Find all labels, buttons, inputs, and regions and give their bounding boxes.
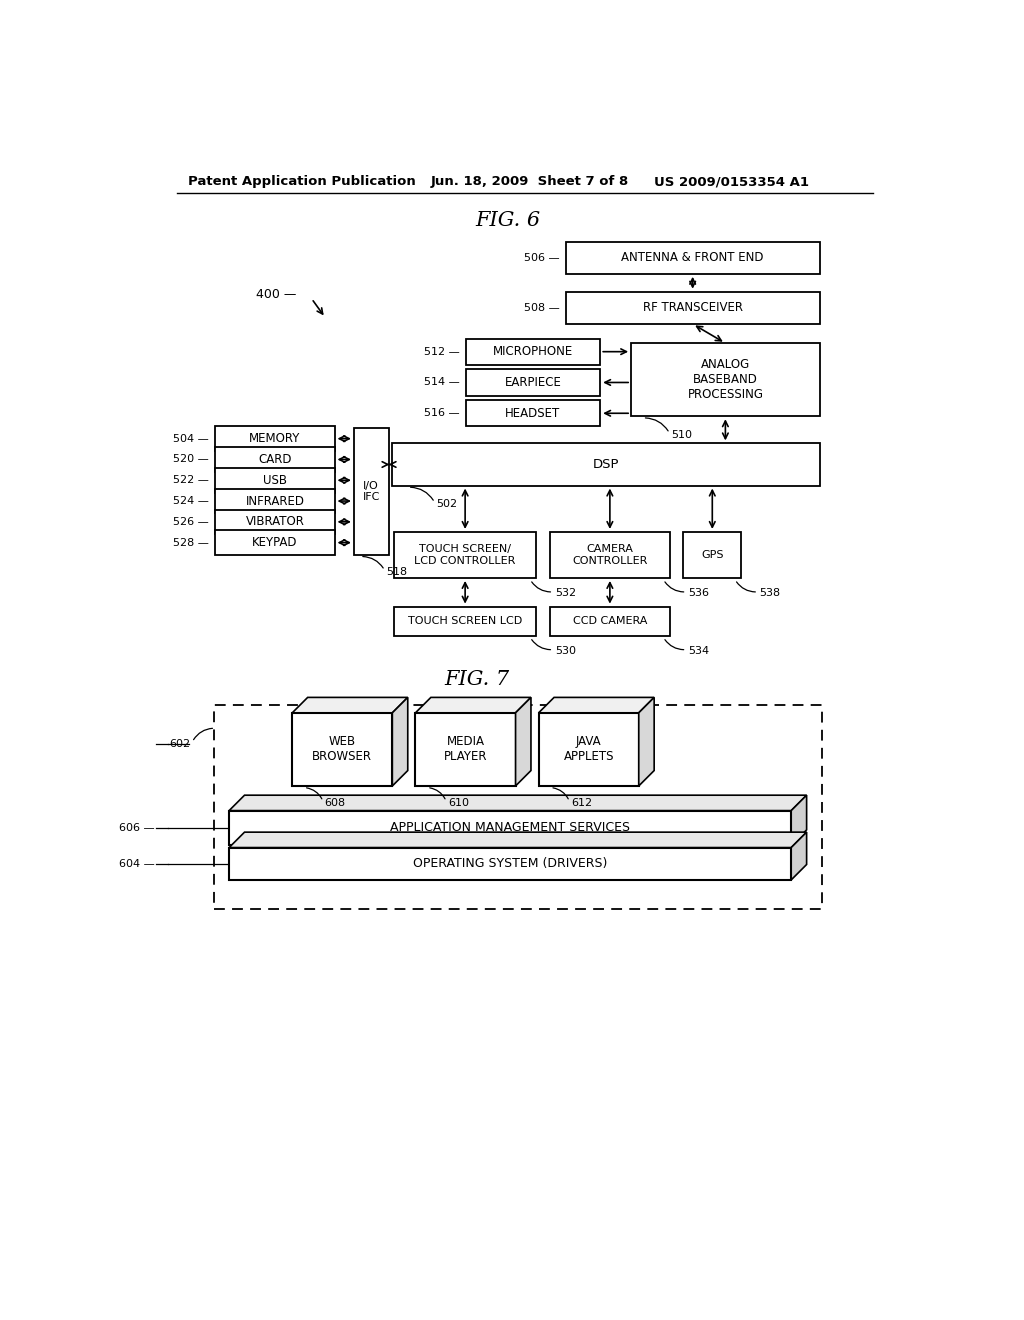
Polygon shape <box>792 832 807 880</box>
Bar <box>416 713 515 785</box>
Bar <box>214 705 822 909</box>
Bar <box>565 292 819 323</box>
Polygon shape <box>229 832 807 847</box>
Bar <box>354 428 388 554</box>
Text: CCD CAMERA: CCD CAMERA <box>572 616 647 626</box>
Text: 518: 518 <box>386 566 408 577</box>
Text: ANTENNA & FRONT END: ANTENNA & FRONT END <box>622 251 764 264</box>
Text: EARPIECE: EARPIECE <box>505 376 561 389</box>
Text: CARD: CARD <box>258 453 292 466</box>
Bar <box>565 242 819 275</box>
Text: Patent Application Publication: Patent Application Publication <box>188 176 416 187</box>
Text: 534: 534 <box>688 647 710 656</box>
Bar <box>631 343 819 416</box>
Bar <box>292 713 392 785</box>
Text: WEB
BROWSER: WEB BROWSER <box>312 735 373 763</box>
Text: DSP: DSP <box>593 458 620 471</box>
Text: US 2009/0153354 A1: US 2009/0153354 A1 <box>654 176 809 187</box>
Text: 524 —: 524 — <box>173 496 209 506</box>
Bar <box>394 607 537 636</box>
Bar <box>466 339 600 364</box>
Text: KEYPAD: KEYPAD <box>252 536 298 549</box>
Text: 400 —: 400 — <box>256 288 296 301</box>
Polygon shape <box>515 697 531 785</box>
Text: USB: USB <box>263 474 287 487</box>
Text: 504 —: 504 — <box>173 434 209 444</box>
Bar <box>215 469 335 492</box>
Text: 514 —: 514 — <box>424 378 460 388</box>
Text: RF TRANSCEIVER: RF TRANSCEIVER <box>643 301 742 314</box>
Text: 522 —: 522 — <box>173 475 209 486</box>
Text: 602: 602 <box>170 739 190 748</box>
Text: 528 —: 528 — <box>173 537 209 548</box>
Text: OPERATING SYSTEM (DRIVERS): OPERATING SYSTEM (DRIVERS) <box>413 857 607 870</box>
Bar <box>215 426 335 451</box>
Bar <box>683 532 741 578</box>
Text: TOUCH SCREEN LCD: TOUCH SCREEN LCD <box>408 616 522 626</box>
Bar <box>215 510 335 535</box>
Bar <box>215 488 335 513</box>
Text: 606 —: 606 — <box>119 822 155 833</box>
Text: 510: 510 <box>671 430 692 440</box>
Text: 506 —: 506 — <box>524 252 559 263</box>
Bar <box>215 447 335 471</box>
Text: MICROPHONE: MICROPHONE <box>493 345 573 358</box>
Text: I/O
IFC: I/O IFC <box>362 480 380 502</box>
Text: FIG. 7: FIG. 7 <box>444 671 510 689</box>
Polygon shape <box>392 697 408 785</box>
Text: INFRARED: INFRARED <box>246 495 304 508</box>
Text: JAVA
APPLETS: JAVA APPLETS <box>563 735 614 763</box>
Polygon shape <box>639 697 654 785</box>
Text: 538: 538 <box>760 589 780 598</box>
Text: 604 —: 604 — <box>119 859 155 869</box>
Bar <box>466 400 600 426</box>
Polygon shape <box>416 697 531 713</box>
Bar <box>229 810 792 845</box>
Text: MEMORY: MEMORY <box>249 432 301 445</box>
Polygon shape <box>792 795 807 845</box>
Text: VIBRATOR: VIBRATOR <box>246 515 304 528</box>
Bar <box>466 370 600 396</box>
Text: 512 —: 512 — <box>424 347 460 356</box>
Text: 532: 532 <box>555 589 575 598</box>
Text: TOUCH SCREEN/
LCD CONTROLLER: TOUCH SCREEN/ LCD CONTROLLER <box>415 544 516 566</box>
Bar <box>550 607 670 636</box>
Text: MEDIA
PLAYER: MEDIA PLAYER <box>443 735 487 763</box>
Text: 508 —: 508 — <box>523 302 559 313</box>
Text: APPLICATION MANAGEMENT SERVICES: APPLICATION MANAGEMENT SERVICES <box>390 821 630 834</box>
Text: 526 —: 526 — <box>173 517 209 527</box>
Text: 516 —: 516 — <box>424 408 460 418</box>
Bar <box>550 532 670 578</box>
Bar <box>229 847 792 880</box>
Text: ANALOG
BASEBAND
PROCESSING: ANALOG BASEBAND PROCESSING <box>687 358 763 401</box>
Bar <box>392 444 819 486</box>
Bar <box>394 532 537 578</box>
Text: Jun. 18, 2009  Sheet 7 of 8: Jun. 18, 2009 Sheet 7 of 8 <box>431 176 629 187</box>
Polygon shape <box>539 697 654 713</box>
Polygon shape <box>229 795 807 810</box>
Text: GPS: GPS <box>701 550 724 560</box>
Text: 536: 536 <box>688 589 709 598</box>
Text: 612: 612 <box>571 797 592 808</box>
Text: 520 —: 520 — <box>173 454 209 465</box>
Bar <box>215 531 335 554</box>
Text: HEADSET: HEADSET <box>505 407 560 420</box>
Text: CAMERA
CONTROLLER: CAMERA CONTROLLER <box>572 544 647 566</box>
Text: 502: 502 <box>436 499 458 510</box>
Bar <box>539 713 639 785</box>
Text: FIG. 6: FIG. 6 <box>475 210 541 230</box>
Text: 608: 608 <box>325 797 346 808</box>
Text: 610: 610 <box>447 797 469 808</box>
Polygon shape <box>292 697 408 713</box>
Text: 530: 530 <box>555 647 575 656</box>
